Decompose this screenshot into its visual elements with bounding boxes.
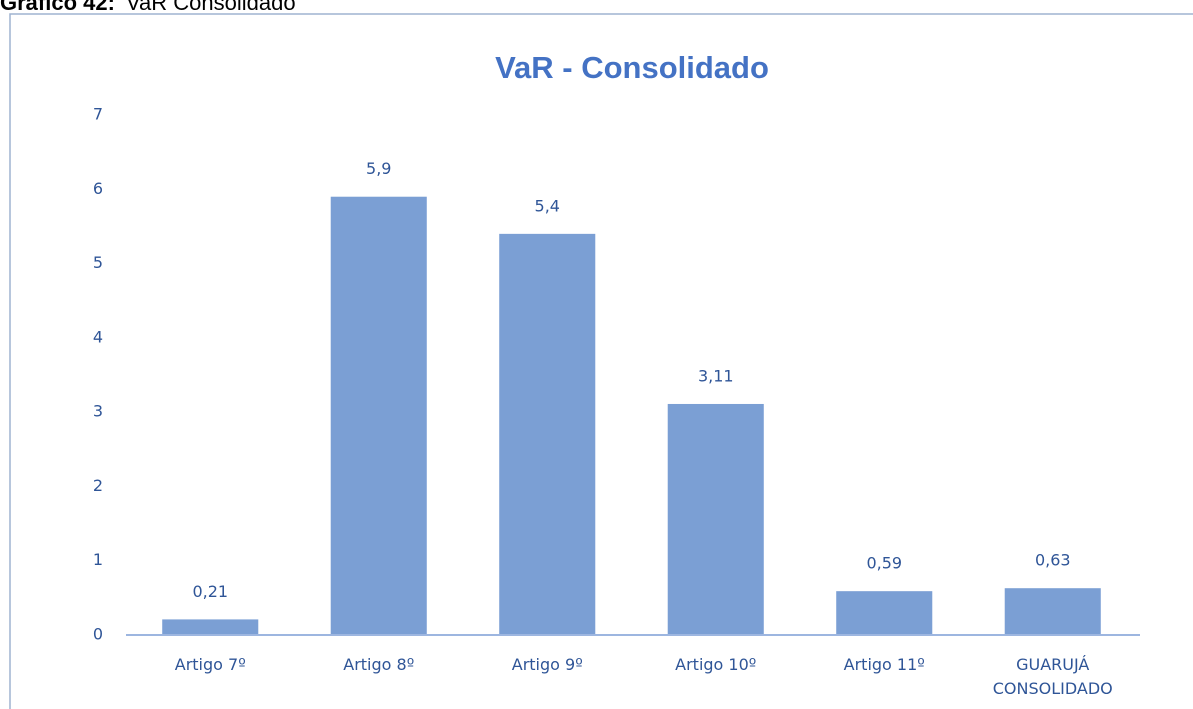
bar: [836, 591, 933, 635]
bar: [499, 233, 596, 635]
bar: [330, 196, 427, 635]
caption-label: Gráfico 42:: [0, 0, 115, 15]
value-label: 3,11: [698, 366, 734, 385]
bar: [667, 403, 764, 635]
value-label: 5,4: [535, 196, 560, 215]
y-tick-label: 2: [93, 476, 103, 495]
y-tick-label: 3: [93, 402, 103, 421]
caption-text: VaR Consolidado: [126, 0, 296, 15]
frame: [9, 13, 1193, 709]
y-tick-label: 6: [93, 179, 103, 198]
x-tick-label: Artigo 9º: [511, 655, 583, 674]
y-tick-label: 4: [93, 327, 103, 346]
x-tick-label: Artigo 8º: [343, 655, 415, 674]
x-tick-label: Artigo 10º: [675, 655, 757, 674]
chart-title: VaR - Consolidado: [495, 50, 769, 85]
value-label: 0,59: [866, 554, 902, 573]
y-tick-label: 1: [93, 550, 103, 569]
x-tick-label: GUARUJÁ CONSOLIDADO: [992, 655, 1113, 698]
value-label: 5,9: [366, 159, 391, 178]
y-tick-label: 0: [93, 625, 103, 644]
value-label: 0,63: [1035, 551, 1071, 570]
x-tick-label: Artigo 7º: [174, 655, 246, 674]
y-tick-label: 7: [93, 105, 103, 124]
y-tick-label: 5: [93, 253, 103, 272]
bar: [162, 619, 259, 635]
x-tick-label: Artigo 11º: [843, 655, 925, 674]
bar: [1004, 588, 1101, 635]
value-label: 0,21: [192, 582, 228, 601]
